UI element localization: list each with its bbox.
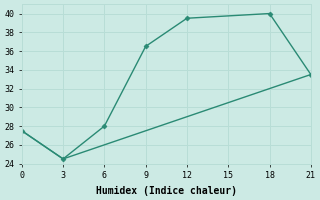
X-axis label: Humidex (Indice chaleur): Humidex (Indice chaleur) (96, 186, 237, 196)
